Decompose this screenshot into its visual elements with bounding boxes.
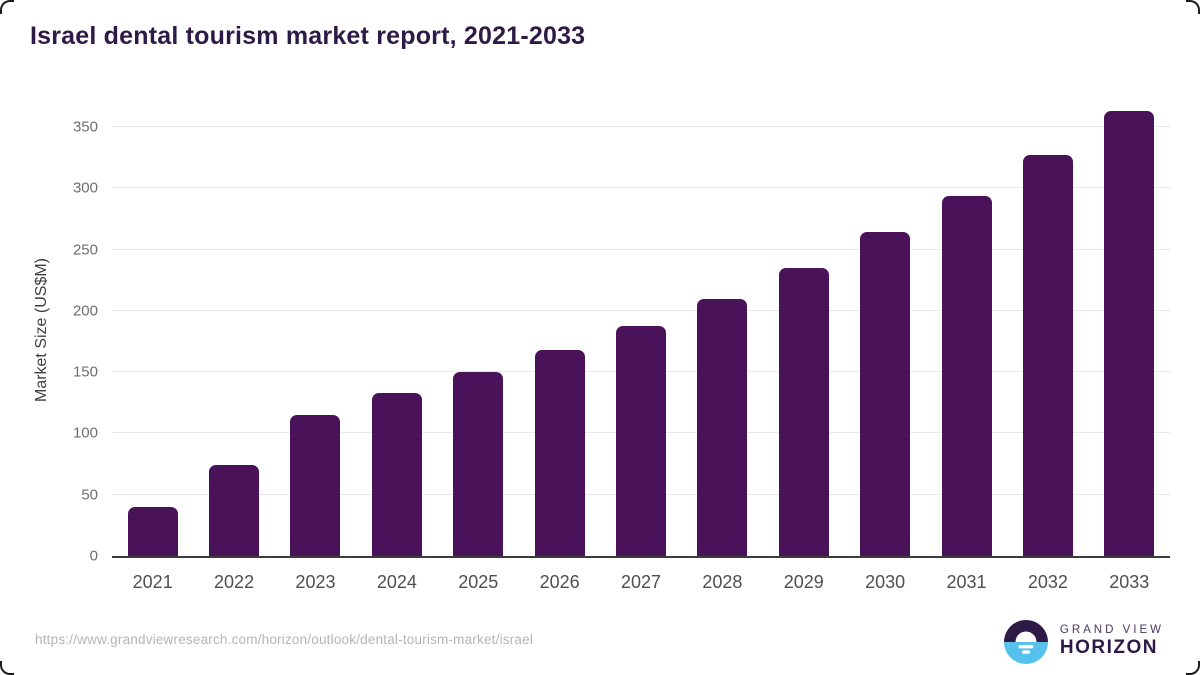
x-tick-label-2033: 2033 [1109, 572, 1150, 592]
y-axis-title: Market Size (US$M) [33, 257, 50, 403]
y-tick-label-250: 250 [72, 241, 98, 259]
bar-2030[interactable] [860, 232, 911, 556]
bar-2031[interactable] [941, 195, 992, 556]
bar-2021[interactable] [127, 506, 178, 556]
bar-2025[interactable] [453, 372, 504, 556]
logo-text: GRAND VIEW HORIZON [1060, 624, 1164, 659]
y-tick-label-100: 100 [72, 424, 98, 442]
gridline-y-350 [112, 125, 1170, 127]
x-tick-label-2028: 2028 [702, 572, 743, 592]
bar-2026[interactable] [534, 350, 585, 556]
bar-2032[interactable] [1022, 155, 1073, 556]
gridline-y-300 [112, 187, 1170, 189]
logo-product-name: HORIZON [1059, 636, 1158, 658]
bar-2033[interactable] [1104, 111, 1155, 556]
grand-view-horizon-logo: GRAND VIEW HORIZON [1003, 620, 1164, 664]
bar-2023[interactable] [290, 415, 341, 556]
x-tick-label-2025: 2025 [458, 572, 499, 592]
bar-chart-plot-area: 0 50 100 150 200 250 300 350 2021 2022 2023 2024 202… [73, 100, 1170, 592]
y-tick-label-200: 200 [72, 302, 98, 320]
x-tick-label-2030: 2030 [865, 572, 906, 592]
x-tick-label-2027: 2027 [620, 572, 662, 592]
gridline-y-250 [112, 248, 1170, 250]
corner-mark-bottom-right [1186, 661, 1200, 675]
logo-brand-name: GRAND VIEW [1059, 624, 1164, 637]
x-tick-label-2032: 2032 [1027, 572, 1068, 592]
y-tick-label-0: 0 [89, 547, 98, 565]
x-tick-label-2031: 2031 [946, 572, 987, 592]
source-url: https://www.grandviewresearch.com/horizo… [35, 632, 534, 647]
bar-2028[interactable] [697, 298, 748, 556]
x-tick-label-2021: 2021 [132, 572, 173, 592]
horizon-sun-icon [1003, 620, 1048, 664]
gridline-y-200 [112, 309, 1170, 311]
corner-mark-bottom-left [0, 661, 14, 675]
bar-2024[interactable] [371, 392, 422, 556]
y-tick-label-150: 150 [72, 363, 98, 381]
x-tick-label-2024: 2024 [376, 572, 417, 592]
chart-title: Israel dental tourism market report, 202… [30, 22, 586, 50]
corner-mark-top-right [1186, 0, 1200, 14]
x-tick-label-2026: 2026 [539, 572, 580, 592]
y-tick-label-300: 300 [72, 179, 98, 197]
x-tick-label-2022: 2022 [214, 572, 255, 592]
corner-mark-top-left [0, 0, 14, 14]
x-tick-label-2029: 2029 [783, 572, 824, 592]
y-tick-label-50: 50 [81, 486, 98, 504]
x-tick-label-2023: 2023 [295, 572, 336, 592]
bar-2029[interactable] [778, 267, 829, 556]
bar-2027[interactable] [616, 325, 666, 556]
bar-2022[interactable] [209, 465, 260, 556]
y-tick-label-350: 350 [72, 118, 98, 136]
